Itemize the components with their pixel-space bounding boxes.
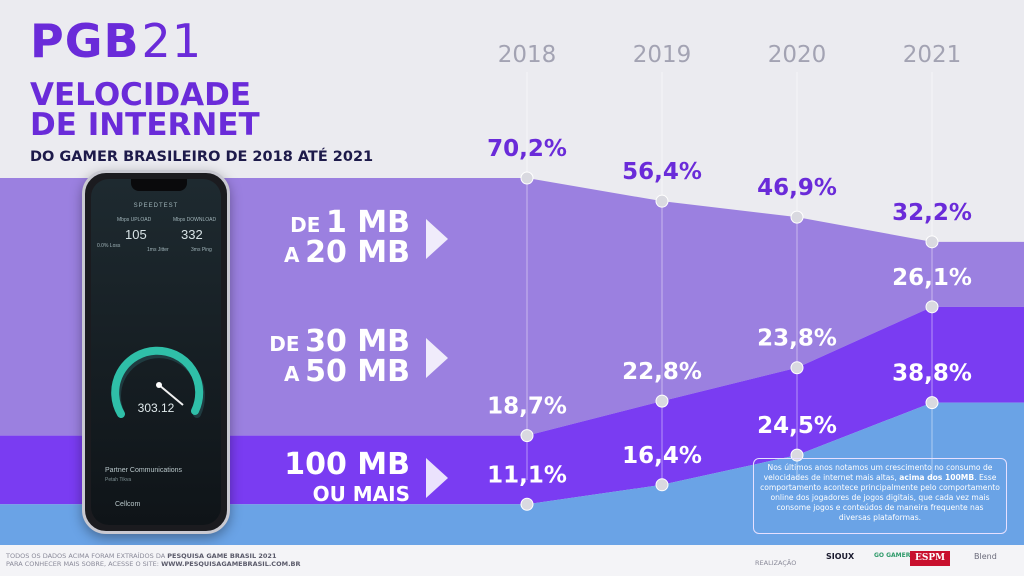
chevron-right-icon	[426, 219, 448, 259]
point-0-2021	[925, 235, 939, 249]
chevron-right-icon	[426, 338, 448, 378]
point-2-2019	[655, 478, 669, 492]
area-series-1-20mb	[0, 178, 1024, 436]
x-tick-label-2019: 2019	[633, 42, 692, 68]
jitter-label: 1ms Jitter	[147, 247, 169, 253]
point-1-2020	[790, 361, 804, 375]
data-label-0-2018: 70,2%	[487, 136, 567, 162]
provider-name: Partner Communications	[105, 467, 183, 474]
network-name: Cellcom	[115, 501, 141, 508]
blend-logo: Blend	[974, 552, 997, 561]
data-label-2-2021: 38,8%	[892, 361, 972, 387]
category-label-1-20mb: DE 1 MB A 20 MB	[284, 205, 410, 270]
phone-notch	[131, 179, 187, 191]
ping-label: 3ms Ping	[191, 247, 212, 253]
data-label-1-2019: 22,8%	[622, 359, 702, 385]
data-label-2-2020: 24,5%	[757, 413, 837, 439]
sioux-logo: SIOUX	[826, 552, 855, 561]
provider-location: Petah Tikva	[105, 477, 132, 483]
speedtest-screen: SPEEDTEST Mbps UPLOAD Mbps DOWNLOAD 105 …	[91, 179, 221, 525]
upload-value: 105	[125, 227, 147, 242]
footer-bar	[0, 545, 1024, 576]
upload-label: Mbps UPLOAD	[117, 217, 152, 223]
page-subtitle: DO GAMER BRASILEIRO DE 2018 ATÉ 2021	[30, 149, 374, 165]
explanation-note: Nos últimos anos notamos um crescimento …	[753, 458, 1007, 534]
x-tick-label-2018: 2018	[498, 42, 557, 68]
smartphone-image: SPEEDTEST Mbps UPLOAD Mbps DOWNLOAD 105 …	[82, 170, 230, 534]
area-series-100mb	[0, 402, 1024, 545]
page-title-line2: DE INTERNET	[30, 107, 260, 143]
download-label: Mbps DOWNLOAD	[173, 217, 217, 223]
point-0-2018	[520, 171, 534, 185]
speed-value: 303.12	[137, 401, 175, 415]
background-upper	[0, 0, 1024, 242]
data-label-0-2020: 46,9%	[757, 175, 837, 201]
point-1-2021	[925, 300, 939, 314]
point-1-2018	[520, 429, 534, 443]
source-note: TODOS OS DADOS ACIMA FORAM EXTRAÍDOS DA …	[6, 552, 301, 569]
loss-label: 0.0% Loss	[97, 243, 121, 249]
speed-gauge	[111, 346, 205, 418]
category-label-100mb: 100 MB OU MAIS	[284, 447, 410, 506]
data-label-1-2020: 23,8%	[757, 326, 837, 352]
data-label-0-2021: 32,2%	[892, 200, 972, 226]
download-value: 332	[181, 227, 203, 242]
data-label-0-2019: 56,4%	[622, 159, 702, 185]
speedtest-brand: SPEEDTEST	[133, 203, 179, 209]
point-2-2018	[520, 497, 534, 511]
point-0-2020	[790, 210, 804, 224]
go-gamers-logo: GO GAMERS	[874, 552, 915, 559]
category-label-30-50mb: DE 30 MB A 50 MB	[269, 324, 410, 389]
x-tick-label-2021: 2021	[903, 42, 962, 68]
data-label-2-2018: 11,1%	[487, 462, 567, 488]
chevron-right-icon	[426, 458, 448, 498]
page-title-line1: VELOCIDADE	[30, 77, 252, 113]
point-0-2019	[655, 194, 669, 208]
espm-logo: ESPM	[910, 551, 951, 566]
point-2-2021	[925, 396, 939, 410]
data-label-1-2021: 26,1%	[892, 265, 972, 291]
x-tick-label-2020: 2020	[768, 42, 827, 68]
area-series-30-50mb	[0, 306, 1024, 505]
point-1-2019	[655, 394, 669, 408]
realization-label: REALIZAÇÃO	[755, 559, 797, 567]
data-label-1-2018: 18,7%	[487, 394, 567, 420]
data-label-2-2019: 16,4%	[622, 443, 702, 469]
pgb-logo: PGB21	[30, 14, 203, 68]
